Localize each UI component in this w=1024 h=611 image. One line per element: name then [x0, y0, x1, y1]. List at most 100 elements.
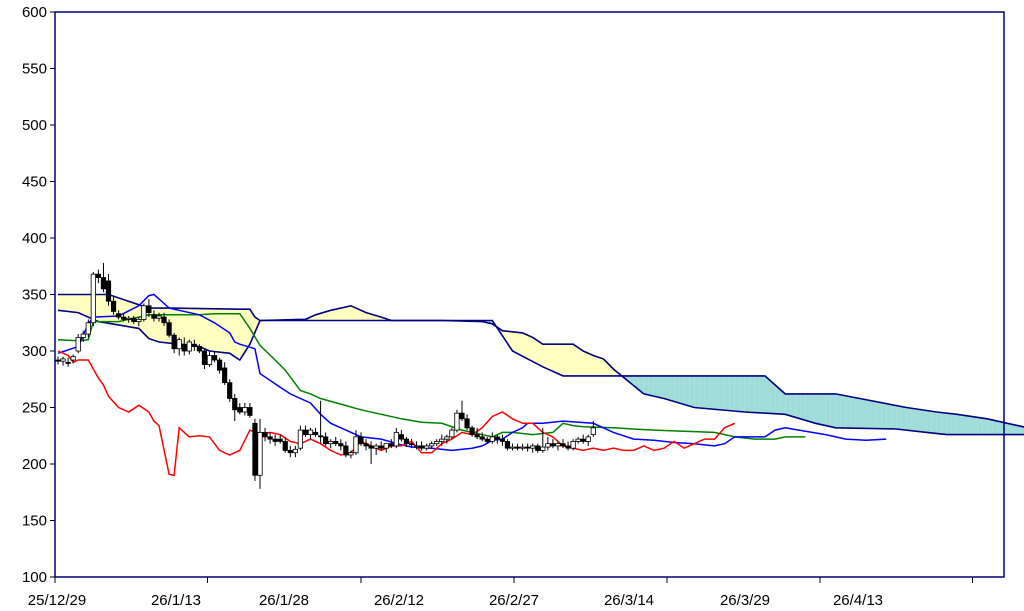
cloud-segment	[749, 375, 755, 413]
candlestick	[317, 400, 324, 444]
x-tick-label: 25/12/29	[28, 592, 86, 609]
candlestick	[525, 443, 531, 452]
cloud-segment	[881, 402, 887, 429]
candlestick	[121, 313, 127, 322]
candlestick	[398, 430, 405, 442]
cloud-segment	[537, 340, 543, 367]
candlestick	[434, 439, 440, 446]
cloud-segment	[209, 308, 215, 352]
candlestick	[237, 402, 243, 415]
cloud-segment	[780, 389, 786, 415]
cloud-segment	[931, 411, 937, 434]
cloud-segment	[608, 363, 614, 376]
candlestick	[418, 441, 425, 451]
cloud-segment	[820, 393, 826, 426]
y-tick-label: 300	[22, 343, 47, 360]
candlestick	[489, 432, 495, 444]
candlestick	[474, 427, 480, 440]
cloud-segment	[335, 308, 341, 321]
cloud-segment	[573, 344, 579, 376]
candlestick	[95, 269, 101, 284]
y-axis: 100 150 200 250 300 350 400 450 500 550 600	[22, 4, 55, 586]
candlestick	[252, 418, 258, 481]
x-axis: 25/12/29 26/1/13 26/1/28 26/2/12 26/2/27 26/3…	[28, 577, 973, 609]
candlestick	[585, 434, 591, 446]
candlestick	[65, 357, 71, 367]
cloud-segment	[638, 375, 644, 394]
cloud-segment	[522, 332, 528, 359]
candlestick	[156, 312, 162, 322]
cloud-segment	[133, 302, 139, 329]
cloud-segment	[785, 393, 791, 416]
cloud-segment	[770, 380, 776, 414]
candlestick	[459, 400, 465, 422]
cloud-segment	[765, 375, 771, 414]
candlestick	[196, 344, 202, 354]
cloud-segment	[643, 375, 649, 396]
candlestick	[464, 414, 470, 431]
candlestick	[484, 436, 490, 444]
cloud-segment	[153, 308, 159, 342]
cloud-segment	[199, 308, 205, 349]
cloud-segment	[552, 344, 558, 374]
candlestick	[131, 315, 137, 324]
cloud-segment	[941, 412, 947, 435]
y-tick-label: 150	[22, 513, 47, 530]
cloud-segment	[956, 414, 962, 435]
candlesticks	[55, 262, 596, 489]
candlestick	[247, 402, 253, 418]
cloud-segment	[871, 400, 877, 429]
cloud-segment	[901, 406, 907, 431]
cloud-segment	[754, 375, 760, 413]
candlestick	[201, 348, 208, 370]
cloud-segment	[355, 308, 361, 321]
cloud-segment	[830, 393, 836, 428]
cloud-segment	[557, 344, 563, 376]
candlestick	[469, 425, 475, 437]
cloud-segment	[805, 393, 811, 422]
candlestick	[560, 439, 566, 449]
candlestick	[565, 441, 571, 451]
candlestick	[575, 436, 581, 444]
lagging-span-line	[57, 350, 736, 477]
cloud-segment	[542, 344, 548, 370]
cloud-segment	[244, 309, 250, 353]
cloud-segment	[593, 355, 599, 376]
cloud-segment	[982, 418, 988, 435]
candlestick	[267, 432, 273, 444]
candlestick	[222, 362, 228, 385]
candlestick	[353, 430, 359, 455]
candlestick	[80, 330, 86, 342]
candlestick	[535, 443, 541, 453]
candlestick	[514, 443, 521, 451]
cloud-segment	[578, 347, 584, 376]
cloud-segment	[734, 375, 740, 412]
cloud-segment	[527, 335, 533, 362]
cloud-segment	[512, 331, 518, 354]
candlestick	[146, 299, 152, 318]
cloud-segment	[866, 399, 872, 429]
candlestick	[570, 439, 576, 451]
cloud-segment	[906, 407, 912, 431]
candlestick	[383, 443, 389, 453]
cloud-segment	[951, 413, 957, 435]
cloud-segment	[911, 408, 917, 432]
candlestick	[590, 421, 596, 437]
candlestick	[166, 319, 172, 338]
cloud-segment	[128, 301, 134, 328]
cloud-segment	[876, 401, 882, 429]
cloud-segment	[517, 332, 523, 357]
candlestick	[176, 337, 182, 356]
cloud-segment	[825, 393, 831, 427]
cloud-segment	[83, 294, 89, 318]
y-tick-label: 100	[22, 569, 47, 586]
cloud-segment	[987, 418, 993, 435]
cloud-segment	[850, 396, 856, 429]
plot-frame	[54, 11, 1005, 578]
cloud-segment	[961, 415, 967, 435]
candlestick	[116, 310, 122, 320]
x-tick-label: 26/2/12	[374, 592, 424, 609]
candlestick	[110, 296, 117, 315]
cloud-segment	[179, 308, 185, 345]
cloud-segment	[598, 357, 604, 376]
